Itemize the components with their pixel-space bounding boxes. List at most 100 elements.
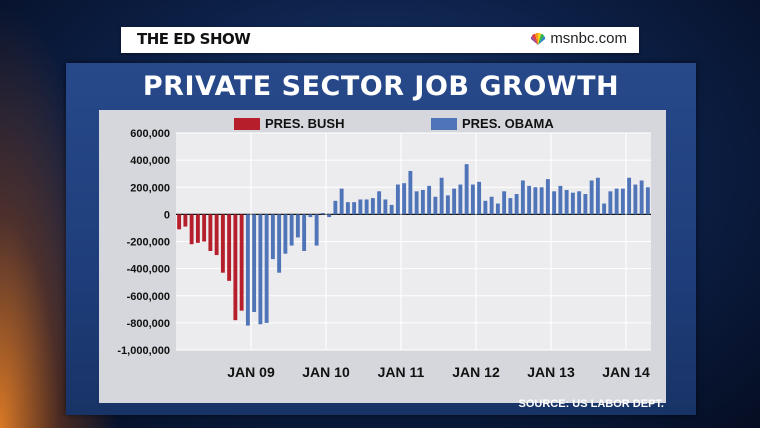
bar-obama bbox=[377, 191, 382, 215]
legend-bush: PRES. BUSH bbox=[234, 116, 344, 131]
bar-obama bbox=[370, 198, 375, 215]
bar-obama bbox=[577, 191, 582, 215]
y-tick-label: 200,000 bbox=[130, 182, 170, 194]
bar-obama bbox=[527, 185, 532, 215]
bar-obama bbox=[427, 185, 432, 215]
bar-obama bbox=[414, 191, 419, 215]
bar-bush bbox=[227, 214, 232, 281]
bar-obama bbox=[552, 191, 557, 215]
bar-bush bbox=[177, 214, 182, 230]
bar-obama bbox=[352, 202, 357, 215]
bar-obama bbox=[302, 214, 307, 251]
bar-obama bbox=[589, 180, 594, 215]
x-tick-label: JAN 11 bbox=[378, 364, 425, 380]
show-banner: THE ED SHOW msnbc.com bbox=[121, 27, 639, 53]
bar-obama bbox=[295, 214, 300, 238]
bar-obama bbox=[333, 200, 338, 215]
legend-obama: PRES. OBAMA bbox=[431, 116, 554, 131]
bar-bush bbox=[208, 214, 213, 251]
chart-title: PRIVATE SECTOR JOB GROWTH bbox=[142, 71, 620, 102]
y-tick-label: -600,000 bbox=[127, 291, 170, 303]
bar-bush bbox=[214, 214, 219, 256]
bar-obama bbox=[264, 214, 269, 323]
bar-obama bbox=[314, 214, 319, 246]
legend-swatch-bush bbox=[234, 117, 260, 130]
bar-obama bbox=[583, 194, 588, 215]
bar-obama bbox=[327, 214, 332, 218]
y-tick-label: -800,000 bbox=[127, 318, 170, 330]
bar-obama bbox=[364, 199, 369, 215]
network-name: msnbc.com bbox=[550, 30, 627, 47]
bar-bush bbox=[202, 214, 207, 242]
bar-chart: 600,000 400,000 200,000 0 -200,000 -400,000 -6… bbox=[117, 128, 651, 380]
bar-obama bbox=[358, 199, 363, 215]
nbc-peacock-icon bbox=[531, 32, 546, 45]
bar-obama bbox=[608, 191, 613, 215]
bar-obama bbox=[639, 180, 644, 215]
bar-obama bbox=[383, 199, 388, 215]
bar-obama bbox=[277, 214, 282, 273]
bar-obama bbox=[395, 184, 400, 215]
bar-obama bbox=[389, 204, 394, 215]
bar-obama bbox=[602, 203, 607, 215]
bar-obama bbox=[645, 187, 650, 215]
bar-obama bbox=[339, 188, 344, 215]
bar-obama bbox=[514, 194, 519, 215]
bar-obama bbox=[477, 181, 482, 215]
legend-label-bush: PRES. BUSH bbox=[265, 116, 345, 131]
bar-obama bbox=[620, 188, 625, 215]
x-tick-label: JAN 14 bbox=[602, 364, 650, 380]
x-tick-label: JAN 10 bbox=[302, 364, 350, 380]
bar-obama bbox=[483, 200, 488, 215]
bar-obama bbox=[464, 164, 469, 215]
bar-obama bbox=[627, 177, 632, 215]
bar-obama bbox=[445, 195, 450, 215]
bar-obama bbox=[420, 189, 425, 215]
chart-panel: PRIVATE SECTOR JOB GROWTH PRES. BUSH PRE… bbox=[66, 63, 696, 415]
legend-label-obama: PRES. OBAMA bbox=[462, 116, 554, 131]
bar-obama bbox=[470, 184, 475, 215]
y-tick-label: 600,000 bbox=[130, 128, 170, 140]
bar-obama bbox=[433, 196, 438, 215]
bar-bush bbox=[233, 214, 238, 321]
bar-obama bbox=[495, 203, 500, 215]
show-name: THE ED SHOW bbox=[137, 30, 251, 48]
y-tick-label: -1,000,000 bbox=[117, 345, 170, 357]
bar-obama bbox=[408, 170, 413, 215]
bar-obama bbox=[320, 213, 325, 215]
bar-bush bbox=[189, 214, 194, 245]
y-tick-label: -200,000 bbox=[127, 237, 170, 249]
bar-obama bbox=[270, 214, 275, 260]
bar-obama bbox=[520, 180, 525, 215]
bar-bush bbox=[239, 214, 244, 311]
chart-area: PRES. BUSH PRES. OBAMA 600,000 400,000 200… bbox=[99, 110, 666, 403]
bar-obama bbox=[489, 196, 494, 215]
x-tick-label: JAN 12 bbox=[452, 364, 500, 380]
x-tick-label: JAN 13 bbox=[527, 364, 575, 380]
bar-obama bbox=[308, 214, 313, 218]
network-brand: msnbc.com bbox=[529, 30, 627, 47]
bar-bush bbox=[220, 214, 225, 273]
source-note: SOURCE: US LABOR DEPT. bbox=[518, 398, 664, 410]
bar-obama bbox=[545, 179, 550, 215]
bar-bush bbox=[183, 214, 188, 227]
y-tick-label: 0 bbox=[164, 209, 170, 221]
bar-obama bbox=[508, 198, 513, 215]
bar-obama bbox=[345, 202, 350, 215]
y-tick-label: 400,000 bbox=[130, 155, 170, 167]
bar-obama bbox=[402, 183, 407, 215]
bar-obama bbox=[252, 214, 257, 313]
bar-obama bbox=[458, 184, 463, 215]
y-tick-label: -400,000 bbox=[127, 264, 170, 276]
bar-obama bbox=[452, 188, 457, 215]
bar-obama bbox=[564, 189, 569, 215]
bar-obama bbox=[539, 187, 544, 215]
bar-obama bbox=[289, 214, 294, 246]
bar-obama bbox=[595, 177, 600, 215]
bar-obama bbox=[633, 184, 638, 215]
x-tick-label: JAN 09 bbox=[227, 364, 275, 380]
bar-obama bbox=[439, 177, 444, 215]
bar-obama bbox=[502, 191, 507, 215]
bar-obama bbox=[258, 214, 263, 325]
bar-obama bbox=[533, 187, 538, 215]
